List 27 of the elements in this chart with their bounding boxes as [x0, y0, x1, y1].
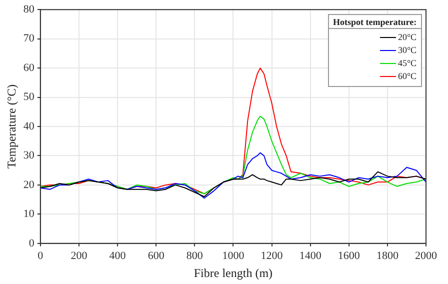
- x-tick-label: 600: [148, 250, 165, 262]
- x-tick-label: 1200: [260, 250, 284, 262]
- x-tick-label: 400: [109, 250, 126, 262]
- x-tick-label: 2000: [415, 250, 438, 262]
- legend-title: Hotspot temperature:: [329, 16, 421, 29]
- x-tick-label: 1600: [338, 250, 360, 262]
- x-tick-label: 1000: [222, 250, 245, 262]
- y-tick-label: 70: [23, 32, 35, 45]
- x-tick-label: 0: [38, 250, 44, 262]
- y-tick-label: 0: [28, 237, 35, 250]
- x-tick-label: 800: [186, 250, 204, 262]
- x-tick-label: 1400: [299, 250, 322, 262]
- y-tick-label: 50: [23, 91, 35, 104]
- x-axis-title: Fibre length (m): [194, 266, 273, 280]
- y-tick-label: 20: [23, 178, 35, 191]
- legend-label: 60°C: [398, 71, 417, 82]
- legend-label: 30°C: [398, 45, 417, 56]
- y-tick-label: 40: [23, 120, 35, 132]
- legend-label: 20°C: [398, 32, 417, 42]
- y-tick-label: 30: [23, 150, 35, 162]
- y-tick-label: 60: [23, 62, 35, 74]
- y-tick-label: 10: [23, 208, 35, 220]
- x-tick-label: 1800: [376, 250, 399, 262]
- legend-label: 45°C: [398, 58, 417, 68]
- y-axis-title: Temperature (°C): [4, 84, 18, 169]
- x-tick-label: 200: [70, 250, 88, 262]
- y-tick-label: 80: [23, 3, 35, 16]
